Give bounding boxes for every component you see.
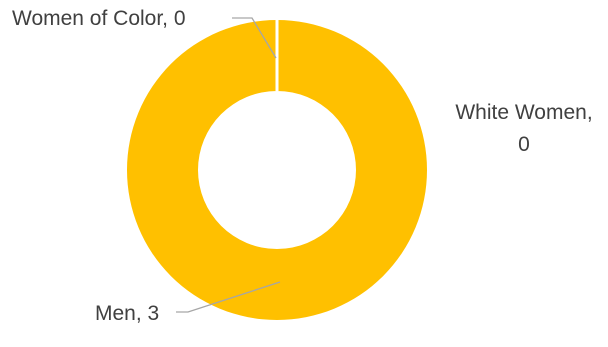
data-label-white-women: White Women, <box>455 101 592 124</box>
leader-line-women-of-color <box>232 17 277 59</box>
data-label-women-of-color: Women of Color, 0 <box>12 7 186 30</box>
data-label-white-women-value: 0 <box>518 133 530 156</box>
data-label-men: Men, 3 <box>95 302 159 325</box>
leader-line-men <box>176 281 281 313</box>
donut-slices <box>127 20 427 320</box>
donut-slice-men <box>127 20 427 320</box>
